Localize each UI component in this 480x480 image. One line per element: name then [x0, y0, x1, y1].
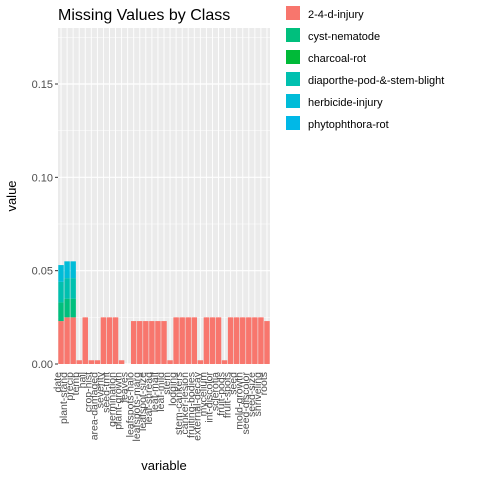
x-tick-label: fruit-pods — [216, 372, 228, 416]
bar-segment — [258, 317, 264, 364]
y-tick-label: 0.15 — [32, 79, 53, 91]
bar-segment — [197, 360, 204, 364]
bar-segment — [58, 302, 64, 322]
bar-segment — [203, 317, 210, 364]
x-tick-label: mold-growth — [234, 372, 246, 430]
bar-segment — [106, 317, 113, 364]
x-tick-label: int-discolor — [203, 372, 215, 423]
x-tick-label: crop-hist — [82, 372, 94, 412]
bar-segment — [58, 321, 64, 364]
bar-segment — [100, 317, 107, 364]
legend-swatch — [286, 28, 300, 42]
x-tick-label: leaves — [119, 372, 131, 402]
x-tick-label: leaf-shread — [143, 372, 155, 425]
bar-segment — [70, 317, 76, 364]
x-tick-label: precip — [64, 372, 76, 401]
bar-segment — [155, 321, 161, 364]
x-tick-label: seed-tmt — [100, 372, 112, 413]
x-tick-label: severity — [94, 371, 106, 408]
bar-segment — [118, 360, 125, 364]
bar-segment — [70, 261, 76, 279]
legend-label: cyst-nematode — [308, 31, 380, 43]
bar-segment — [252, 317, 258, 364]
bar-segment — [58, 281, 64, 303]
bar-segment — [246, 317, 252, 364]
x-tick-label: shriveling — [252, 372, 264, 417]
bar-segment — [64, 261, 70, 279]
x-tick-label: seed-size — [246, 372, 258, 417]
x-tick-label: plant-stand — [58, 372, 70, 424]
x-tick-label: leafspots-halo — [125, 372, 137, 438]
x-tick-label: fruiting-bodies — [185, 372, 197, 438]
legend-swatch — [286, 6, 300, 20]
legend-label: phytophthora-rot — [308, 119, 389, 131]
x-tick-label: sclerotia — [210, 372, 222, 411]
legend-swatch — [286, 50, 300, 64]
bar-segment — [64, 278, 70, 299]
bar-segment — [94, 360, 101, 364]
bar-segment — [240, 317, 246, 364]
bar-segment — [143, 321, 149, 364]
bar-segment — [64, 298, 70, 318]
legend-label: herbicide-injury — [308, 97, 383, 109]
bar-segment — [209, 317, 216, 364]
bar-segment — [82, 317, 88, 364]
x-tick-label: external-decay — [191, 371, 203, 441]
legend-label: charcoal-rot — [308, 53, 366, 65]
x-tick-label: lodging — [167, 372, 179, 406]
bar-segment — [227, 317, 234, 364]
x-axis-title: variable — [141, 458, 187, 473]
x-tick-label: leafspots-marg — [131, 372, 143, 442]
x-tick-label: temp — [70, 372, 82, 396]
bar-segment — [221, 360, 228, 364]
x-tick-label: plant-growth — [113, 372, 125, 430]
bar-segment — [130, 321, 137, 364]
x-tick-label: stem-cankers — [173, 372, 185, 435]
bar-segment — [233, 317, 240, 364]
legend-swatch — [286, 116, 300, 130]
bar-segment — [185, 317, 191, 364]
x-tick-label: stem — [161, 372, 173, 395]
bar-segment — [88, 360, 95, 364]
x-tick-label: fruit-spots — [222, 372, 234, 418]
x-tick-label: germination — [107, 372, 119, 427]
bar-segment — [191, 317, 198, 364]
bar-segment — [167, 360, 173, 364]
y-tick-label: 0.05 — [32, 266, 53, 278]
x-tick-label: seed — [228, 372, 240, 395]
x-tick-label: leaf-malf — [149, 372, 161, 412]
chart-title: Missing Values by Class — [58, 7, 230, 24]
bar-segment — [70, 278, 76, 299]
x-tick-label: seed-discolor — [240, 372, 252, 435]
x-tick-label: roots — [258, 372, 270, 395]
bar-segment — [112, 317, 119, 364]
x-tick-label: leaf-mild — [155, 372, 167, 412]
legend-label: diaporthe-pod-&-stem-blight — [308, 75, 444, 87]
x-tick-label: area-damaged — [88, 372, 100, 440]
legend-swatch — [286, 72, 300, 86]
bar-segment — [215, 317, 222, 364]
x-tick-label: date — [52, 372, 64, 393]
legend-swatch — [286, 94, 300, 108]
bar-segment — [173, 317, 179, 364]
bar-segment — [179, 317, 185, 364]
legend-label: 2-4-d-injury — [308, 9, 364, 21]
x-tick-label: hail — [76, 372, 88, 388]
bar-segment — [149, 321, 155, 364]
y-tick-label: 0.10 — [32, 172, 53, 184]
x-tick-label: mycelium — [197, 372, 209, 417]
bar-segment — [137, 321, 143, 364]
x-tick-label: canker-lesion — [179, 372, 191, 435]
bar-segment — [70, 298, 76, 318]
y-axis-title: value — [4, 180, 19, 211]
y-tick-label: 0.00 — [32, 359, 53, 371]
bar-segment — [64, 317, 70, 364]
bar-segment — [264, 321, 270, 364]
bar-segment — [76, 360, 82, 364]
x-tick-label: leafspot-size — [137, 372, 149, 431]
bar-segment — [161, 321, 167, 364]
bar-segment — [58, 265, 64, 282]
